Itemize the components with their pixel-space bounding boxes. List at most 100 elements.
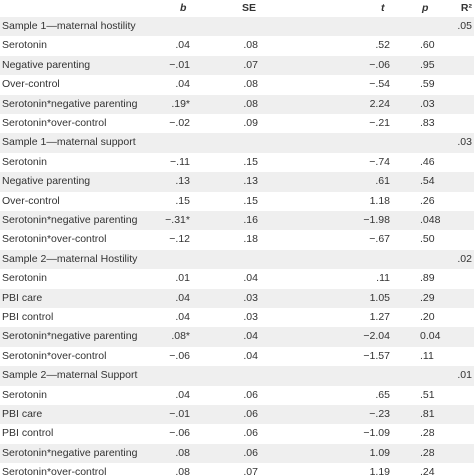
column-header: t bbox=[381, 2, 385, 14]
value-cell: .06 bbox=[243, 427, 258, 440]
value-cell: .81 bbox=[420, 408, 435, 420]
data-row: Over-control .15 .15 1.18 .26 bbox=[0, 192, 474, 211]
row-label: PBI control bbox=[2, 311, 54, 323]
value-cell: .46 bbox=[420, 155, 435, 168]
row-label: Serotonin*negative parenting bbox=[2, 97, 138, 110]
value-cell: .04 bbox=[175, 291, 190, 304]
section-title: Sample 1—maternal support bbox=[2, 136, 136, 149]
value-cell: .26 bbox=[420, 194, 435, 207]
value-cell: .08* bbox=[171, 330, 190, 343]
header-row: b SE t p R² bbox=[0, 0, 474, 17]
value-cell: .08 bbox=[175, 466, 190, 476]
row-label: PBI care bbox=[2, 408, 43, 420]
r2-value: .02 bbox=[457, 252, 472, 265]
value-cell: .95 bbox=[420, 58, 435, 71]
value-cell: .60 bbox=[420, 39, 435, 52]
value-cell: .20 bbox=[420, 311, 435, 323]
value-cell: −.01 bbox=[169, 58, 190, 71]
data-row: Negative parenting −.01 .07 −.06 .95 bbox=[0, 55, 474, 76]
value-cell: .08 bbox=[175, 446, 190, 459]
value-cell: −.54 bbox=[369, 78, 390, 91]
value-cell: .01 bbox=[175, 272, 190, 285]
value-cell: −.06 bbox=[169, 427, 190, 440]
column-header: SE bbox=[242, 2, 257, 14]
value-cell: .09 bbox=[243, 117, 258, 129]
value-cell: .04 bbox=[175, 78, 190, 91]
row-label: Serotonin*negative parenting bbox=[2, 330, 138, 343]
value-cell: .61 bbox=[375, 175, 390, 188]
value-cell: .04 bbox=[243, 330, 258, 343]
value-cell: .06 bbox=[243, 446, 258, 459]
value-cell: 1.27 bbox=[369, 311, 390, 323]
data-row: Serotonin*over-control .08 .07 1.19 .24 bbox=[0, 463, 474, 476]
value-cell: .28 bbox=[420, 427, 435, 440]
data-row: PBI control .04 .03 1.27 .20 bbox=[0, 308, 474, 327]
data-row: Over-control .04 .08 −.54 .59 bbox=[0, 75, 474, 94]
value-cell: 1.09 bbox=[369, 446, 390, 459]
value-cell: .15 bbox=[175, 194, 190, 207]
value-cell: .13 bbox=[175, 175, 190, 188]
value-cell: .03 bbox=[420, 97, 435, 110]
value-cell: −.23 bbox=[369, 408, 390, 420]
data-row: Serotonin .04 .08 .52 .60 bbox=[0, 36, 474, 55]
section-row: Sample 1—maternal hostility .05 bbox=[0, 17, 474, 37]
value-cell: 2.24 bbox=[369, 97, 390, 110]
value-cell: .28 bbox=[420, 446, 435, 459]
data-row: Serotonin*negative parenting .08 .06 1.09 .2… bbox=[0, 443, 474, 464]
value-cell: .04 bbox=[243, 272, 258, 285]
value-cell: .16 bbox=[243, 214, 258, 226]
row-label: Over-control bbox=[2, 194, 60, 207]
value-cell: .65 bbox=[375, 388, 390, 401]
value-cell: .07 bbox=[243, 58, 258, 71]
data-row: Serotonin*negative parenting −.31* .16 −1.9… bbox=[0, 211, 474, 231]
data-row: Serotonin −.11 .15 −.74 .46 bbox=[0, 153, 474, 172]
value-cell: .89 bbox=[420, 272, 435, 285]
value-cell: −.21 bbox=[369, 117, 390, 129]
column-header: b bbox=[180, 2, 187, 14]
value-cell: .04 bbox=[175, 39, 190, 52]
value-cell: 1.05 bbox=[369, 291, 390, 304]
value-cell: .08 bbox=[243, 97, 258, 110]
value-cell: .19* bbox=[171, 97, 190, 110]
value-cell: .54 bbox=[420, 175, 435, 188]
value-cell: .03 bbox=[243, 291, 258, 304]
data-row: Serotonin*over-control −.12 .18 −.67 .50 bbox=[0, 230, 474, 249]
r2-value: .03 bbox=[457, 136, 472, 149]
data-row: Serotonin*over-control −.02 .09 −.21 .83 bbox=[0, 114, 474, 133]
row-label: Serotonin*over-control bbox=[2, 117, 107, 129]
value-cell: .24 bbox=[420, 466, 435, 476]
row-label: Negative parenting bbox=[2, 175, 91, 188]
value-cell: −1.57 bbox=[363, 349, 390, 362]
section-row: Sample 2—maternal Hostility .02 bbox=[0, 249, 474, 270]
section-title: Sample 2—maternal Hostility bbox=[2, 252, 138, 265]
value-cell: −.06 bbox=[169, 349, 190, 362]
row-label: Serotonin*negative parenting bbox=[2, 446, 138, 459]
value-cell: −2.04 bbox=[363, 330, 390, 343]
data-row: Serotonin*negative parenting .19* .08 2.24.… bbox=[0, 94, 474, 114]
row-label: PBI control bbox=[2, 427, 54, 440]
value-cell: −.12 bbox=[169, 233, 190, 246]
value-cell: −.67 bbox=[369, 233, 390, 246]
data-row: PBI care .04 .03 1.05 .29 bbox=[0, 288, 474, 308]
r2-value: .05 bbox=[457, 20, 472, 32]
value-cell: −.02 bbox=[169, 117, 190, 129]
value-cell: −1.98 bbox=[363, 214, 390, 226]
value-cell: .18 bbox=[243, 233, 258, 246]
row-label: Serotonin bbox=[2, 388, 47, 401]
value-cell: −.11 bbox=[170, 155, 190, 168]
value-cell: .11 bbox=[420, 349, 434, 362]
row-label: Serotonin bbox=[2, 155, 47, 168]
column-header: p bbox=[422, 2, 429, 14]
value-cell: .04 bbox=[175, 311, 190, 323]
row-label: Serotonin*over-control bbox=[2, 349, 107, 362]
row-label: PBI care bbox=[2, 291, 43, 304]
value-cell: .52 bbox=[375, 39, 390, 52]
value-cell: .04 bbox=[175, 388, 190, 401]
data-row: PBI control −.06 .06 −1.09 .28 bbox=[0, 424, 474, 443]
section-title: Sample 1—maternal hostility bbox=[2, 20, 136, 32]
r2-value: .01 bbox=[457, 369, 472, 382]
section-row: Sample 1—maternal support .03 bbox=[0, 133, 474, 153]
section-title: Sample 2—maternal Support bbox=[2, 369, 138, 382]
data-row: Serotonin .04 .06 .65 .51 bbox=[0, 386, 474, 405]
